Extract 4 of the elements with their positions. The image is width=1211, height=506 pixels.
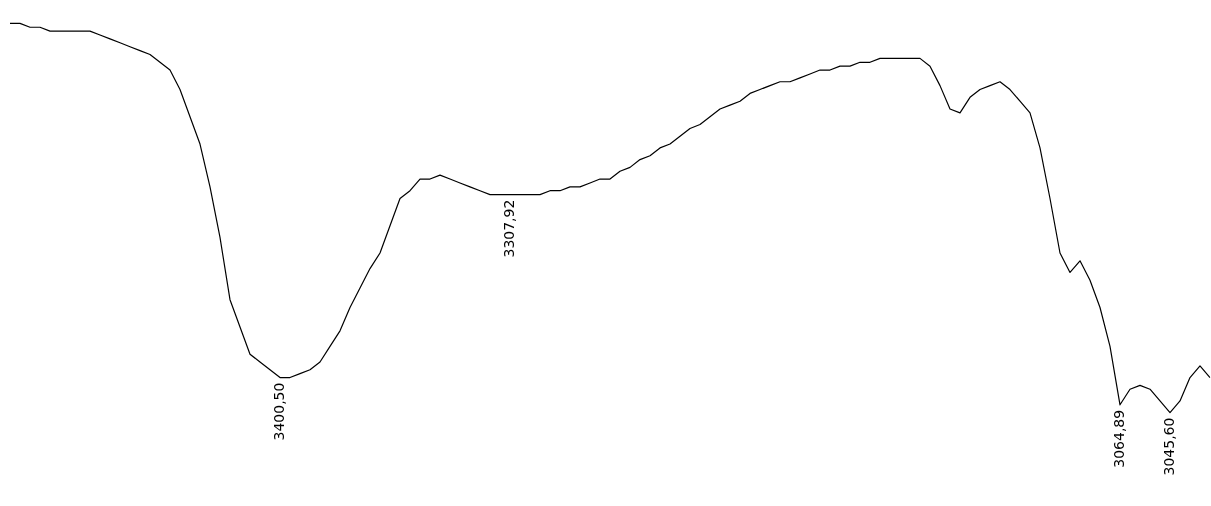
x-tick-label: 3307,92 (500, 199, 517, 258)
x-tick-label: 3064,89 (1110, 409, 1127, 468)
x-tick-label: 3400,50 (270, 382, 287, 441)
x-tick-label: 3045,60 (1160, 417, 1177, 476)
